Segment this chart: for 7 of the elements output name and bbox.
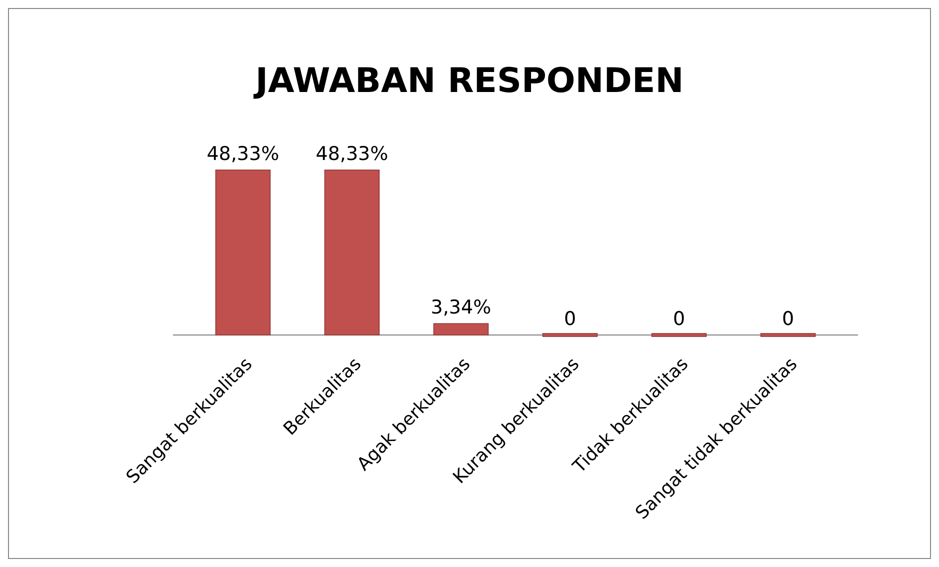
data-label: 48,33% [206,143,280,165]
data-label: 0 [782,308,794,330]
data-label: 0 [564,308,576,330]
data-label: 3,34% [430,296,492,319]
chart-title: JAWABAN RESPONDEN [253,61,684,101]
data-label: 0 [672,308,686,330]
data-label: 48,33% [316,143,388,165]
